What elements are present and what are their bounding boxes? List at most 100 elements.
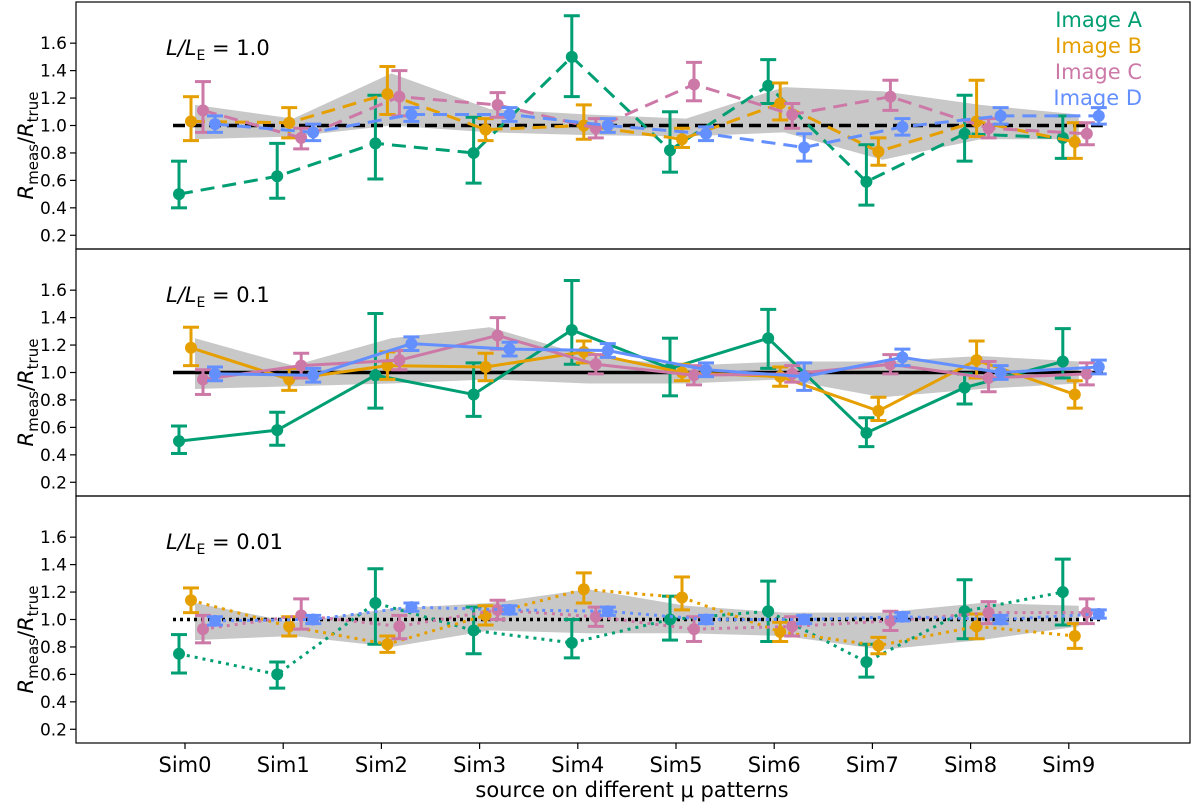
- data-point: [1068, 135, 1081, 148]
- data-point: [786, 367, 799, 380]
- data-point: [786, 108, 799, 121]
- data-point: [173, 188, 185, 201]
- x-tick-label: Sim5: [650, 753, 703, 777]
- data-point: [1056, 355, 1069, 368]
- data-point: [491, 603, 504, 616]
- y-axis-label-part: R: [14, 432, 38, 447]
- y-axis-label-part: meas: [24, 638, 42, 679]
- y-axis-label-part: /: [14, 630, 38, 638]
- y-axis-label: Rmeas/Rtrue: [14, 586, 42, 694]
- y-tick-label: 0.4: [40, 446, 67, 466]
- data-point: [405, 108, 418, 121]
- data-point: [491, 329, 504, 342]
- panel-label-part: L/L: [166, 36, 196, 60]
- data-point: [601, 344, 614, 357]
- panel-label-part: E: [196, 48, 205, 64]
- panel-label-part: = 0.1: [205, 283, 269, 307]
- x-tick-label: Sim8: [944, 753, 997, 777]
- data-point: [664, 144, 676, 157]
- panels-layer: 0.20.40.60.81.01.21.41.6Rmeas/RtrueL/LE …: [14, 1, 1191, 777]
- legend-entry: Image B: [1055, 34, 1142, 58]
- x-tick-label: Sim3: [453, 753, 506, 777]
- data-point: [307, 369, 320, 382]
- series-line: [214, 342, 1099, 379]
- data-point: [676, 133, 688, 146]
- panel-label-part: = 1.0: [205, 36, 269, 60]
- panel-label-part: E: [196, 542, 205, 558]
- y-tick-label: 1.2: [40, 336, 67, 356]
- data-point: [762, 605, 775, 618]
- y-axis-label-part: R: [14, 616, 38, 631]
- series-image-b: [183, 571, 1083, 656]
- series-line: [190, 92, 1076, 154]
- data-point: [565, 50, 578, 63]
- y-tick-label: 0.8: [40, 144, 67, 164]
- data-point: [185, 341, 197, 354]
- data-point: [994, 366, 1007, 379]
- series-image-c: [195, 60, 1095, 151]
- data-point: [970, 620, 983, 633]
- series-line: [214, 113, 1099, 149]
- legend-entry: Image A: [1055, 8, 1142, 32]
- data-point: [283, 116, 296, 129]
- data-point: [762, 79, 775, 92]
- data-point: [676, 591, 688, 604]
- data-point: [774, 625, 787, 638]
- y-tick-label: 1.2: [40, 583, 67, 603]
- data-point: [479, 361, 492, 374]
- y-tick-label: 1.0: [40, 364, 67, 384]
- data-point: [307, 126, 320, 139]
- x-tick-label: Sim0: [159, 753, 212, 777]
- data-point: [295, 131, 308, 144]
- y-tick-label: 0.2: [40, 473, 67, 493]
- series-image-d: [207, 335, 1107, 392]
- y-tick-label: 0.4: [40, 199, 67, 219]
- series-image-d: [207, 601, 1107, 627]
- data-point: [307, 613, 320, 626]
- data-point: [197, 623, 209, 636]
- series-image-c: [195, 316, 1095, 396]
- data-point: [185, 115, 197, 128]
- series-line: [178, 590, 1064, 676]
- data-point: [970, 354, 983, 367]
- x-tick-label: Sim9: [1042, 753, 1095, 777]
- data-point: [786, 620, 799, 633]
- series-line: [214, 605, 1099, 623]
- data-point: [958, 127, 971, 140]
- y-axis-label-part: meas: [24, 391, 42, 432]
- panel-label-part: E: [196, 295, 205, 311]
- x-axis-label: source on different μ patterns: [475, 778, 788, 802]
- data-point: [271, 424, 284, 437]
- x-tick-label: Sim1: [257, 753, 310, 777]
- y-tick-label: 0.8: [40, 638, 67, 658]
- data-point: [700, 127, 712, 140]
- legend-entry: Image C: [1055, 60, 1142, 84]
- y-axis-label-part: R: [14, 185, 38, 200]
- data-point: [982, 122, 995, 135]
- data-point: [762, 332, 775, 345]
- data-point: [798, 141, 811, 154]
- data-point: [1092, 361, 1105, 374]
- data-point: [369, 369, 382, 382]
- x-axis: Sim0 Sim1 Sim2 Sim3 Sim4 Sim5 Sim6 Sim7 Sim8 Sim9: [159, 743, 1095, 777]
- series-image-a: [171, 557, 1071, 690]
- data-point: [393, 354, 406, 367]
- data-point: [173, 647, 185, 660]
- data-point: [1080, 367, 1093, 380]
- data-point: [467, 388, 480, 401]
- data-point: [405, 337, 418, 350]
- data-point: [185, 594, 197, 607]
- data-point: [503, 603, 516, 616]
- data-point: [1068, 388, 1081, 401]
- x-tick-label: Sim6: [748, 753, 801, 777]
- series-image-a: [171, 279, 1071, 455]
- panel-label-part: L/L: [166, 530, 196, 554]
- data-point: [589, 358, 602, 371]
- y-tick-label: 0.6: [40, 665, 67, 685]
- data-point: [381, 359, 394, 372]
- data-point: [393, 90, 406, 103]
- data-point: [688, 78, 700, 91]
- y-tick-label: 0.4: [40, 693, 67, 713]
